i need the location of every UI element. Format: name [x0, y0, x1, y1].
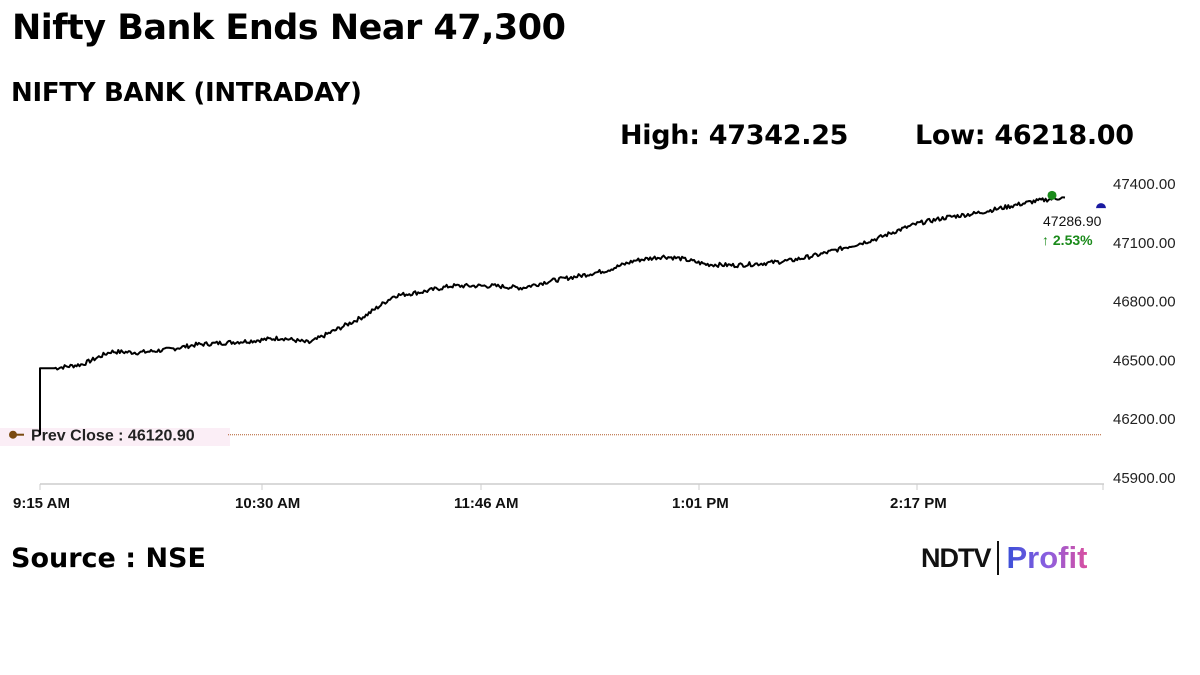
headline: Nifty Bank Ends Near 47,300: [12, 8, 566, 48]
chart-title: NIFTY BANK (INTRADAY): [11, 78, 362, 108]
logo-divider: [996, 541, 999, 575]
high-marker-icon: [1047, 190, 1057, 200]
x-axis-ticks: 9:15 AM 10:30 AM 11:46 AM 1:01 PM 2:17 PM: [13, 484, 1104, 512]
prev-close-label: Prev Close : 46120.90: [31, 428, 195, 445]
x-tick-label: 1:01 PM: [672, 495, 729, 512]
price-line: [39, 196, 1066, 435]
x-tick-label: 11:46 AM: [454, 495, 518, 512]
day-high: High: 47342.25: [620, 120, 849, 151]
y-tick-label: 47400.00: [1113, 176, 1176, 193]
x-tick-label: 10:30 AM: [235, 495, 300, 512]
change-percent-label: ↑ 2.53%: [1042, 232, 1093, 248]
x-tick-label: 9:15 AM: [13, 495, 70, 512]
source-label: Source : NSE: [11, 543, 206, 574]
y-axis-ticks: 47400.00 47100.00 46800.00 46500.00 46200.00…: [1113, 176, 1176, 487]
y-tick-label: 46500.00: [1113, 352, 1176, 369]
last-price-label: 47286.90: [1043, 213, 1102, 229]
prev-close-label-bg: [0, 428, 230, 446]
y-tick-label: 47100.00: [1113, 235, 1176, 252]
y-tick-label: 45900.00: [1113, 470, 1176, 487]
x-tick-label: 2:17 PM: [890, 495, 947, 512]
last-price-marker-icon: [1096, 203, 1106, 209]
logo-profit: Profit: [1006, 540, 1088, 575]
day-low: Low: 46218.00: [915, 120, 1134, 151]
logo-ndtv: NDTV: [921, 542, 991, 573]
y-tick-label: 46200.00: [1113, 411, 1176, 428]
brand-logo: NDTV Profit: [921, 538, 1087, 578]
y-tick-label: 46800.00: [1113, 294, 1176, 311]
